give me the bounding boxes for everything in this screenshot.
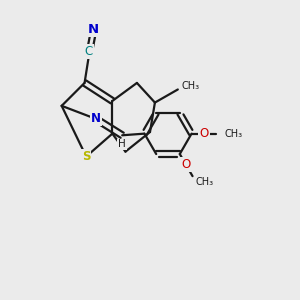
Text: O: O bbox=[182, 158, 190, 171]
Text: N: N bbox=[88, 23, 99, 36]
Text: CH₃: CH₃ bbox=[196, 177, 214, 187]
Text: S: S bbox=[82, 150, 91, 163]
Text: CH₃: CH₃ bbox=[181, 81, 199, 91]
Text: C: C bbox=[85, 45, 93, 58]
Text: CH₃: CH₃ bbox=[225, 129, 243, 139]
Text: N: N bbox=[91, 112, 101, 125]
Text: H: H bbox=[118, 140, 126, 149]
Text: O: O bbox=[200, 127, 208, 140]
